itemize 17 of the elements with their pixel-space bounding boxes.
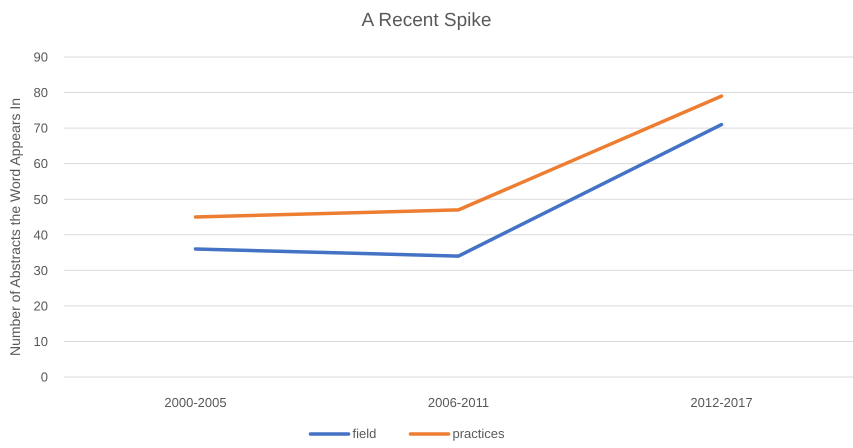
y-tick-label: 20 [34, 298, 48, 314]
y-tick-label: 90 [34, 50, 48, 65]
x-tick-label: 2006-2011 [428, 395, 490, 410]
chart-title: A Recent Spike [362, 10, 492, 31]
x-tick-label: 2000-2005 [164, 395, 227, 410]
y-tick-label: 40 [34, 227, 48, 242]
y-tick-label: 70 [34, 120, 48, 136]
y-tick-label: 10 [34, 334, 48, 349]
y-tick-label: 0 [40, 370, 48, 385]
legend-label: field [352, 426, 376, 441]
x-tick-label: 2012-2017 [690, 395, 753, 410]
y-tick-label: 60 [34, 156, 48, 172]
y-tick-label: 50 [34, 192, 48, 207]
legend-label: practices [452, 426, 506, 441]
y-tick-label: 80 [34, 85, 48, 100]
y-tick-label: 30 [34, 262, 48, 278]
y-axis-title: Number of Abstracts the Word Appears In [7, 98, 23, 356]
